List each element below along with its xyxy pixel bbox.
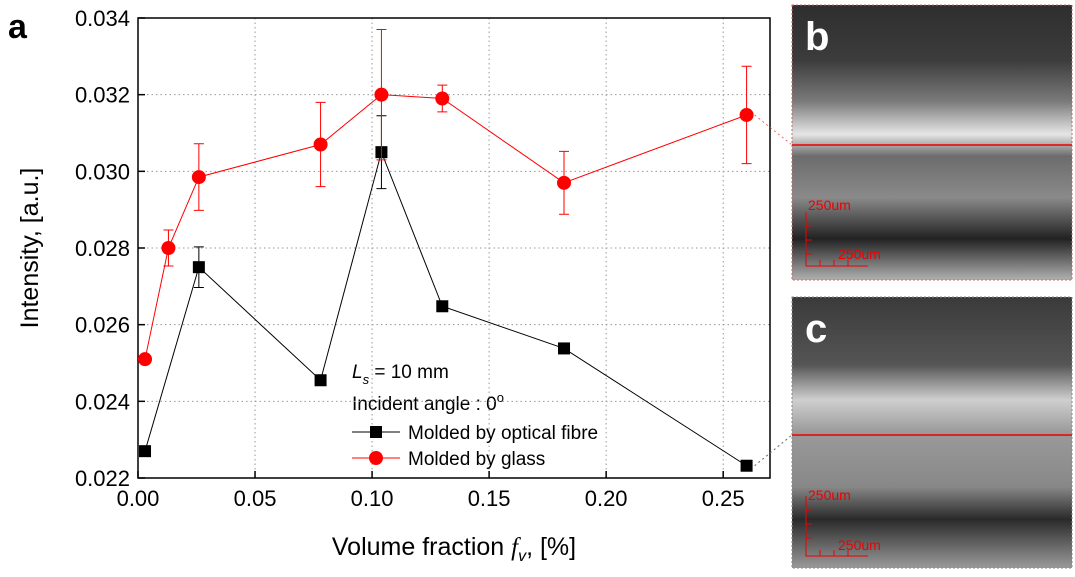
point (313, 137, 328, 152)
annotation-superscript: o (497, 390, 504, 405)
panel-label: b (805, 15, 829, 59)
point (139, 445, 152, 458)
x-axis-label: Volume fraction fv, [%] (332, 533, 576, 565)
series (139, 115, 753, 472)
micrograph-b: b 250um 250um (791, 4, 1073, 281)
legend-entry: Molded by optical fibre (352, 423, 598, 444)
y-tick-label: 0.026 (75, 313, 130, 338)
panel-label: a (8, 8, 28, 46)
y-tick-label: 0.034 (75, 6, 130, 31)
annotation: Ls = 10 mm (352, 362, 449, 387)
y-tick-label: 0.022 (75, 466, 130, 491)
image (791, 4, 1073, 281)
connector (754, 114, 793, 146)
point (436, 300, 449, 313)
y-tick-label: 0.028 (75, 236, 130, 261)
x-tick-label: 0.25 (702, 486, 745, 511)
point (558, 342, 571, 355)
annotation: Incident angle : 0o (352, 390, 504, 415)
legend-label: Molded by optical fibre (408, 423, 598, 444)
scale-bar (805, 212, 868, 267)
point (314, 374, 327, 387)
x-tick-label: 0.15 (468, 486, 511, 511)
scale-label: 250um (838, 246, 881, 262)
plot-frame (137, 17, 771, 479)
x-label-part: , [%] (526, 533, 576, 561)
series-line (144, 94, 747, 360)
x-tick-label: 0.00 (117, 486, 160, 511)
point (191, 170, 206, 185)
annotation-text: = 10 mm (369, 362, 449, 383)
scale-label: 250um (808, 487, 851, 503)
point (435, 91, 450, 106)
x-tick-label: 0.10 (351, 486, 394, 511)
point (740, 459, 753, 472)
connector (754, 434, 793, 467)
legend-marker (370, 426, 382, 438)
annotation-symbol: L (352, 362, 363, 383)
legend-label: Molded by glass (408, 449, 545, 470)
x-tick-label: 0.05 (234, 486, 277, 511)
y-tick-label: 0.032 (75, 83, 130, 108)
point (138, 352, 153, 367)
x-label-subscript: v (518, 548, 527, 565)
x-tick-label: 0.20 (585, 486, 628, 511)
annotation-subscript: s (363, 372, 370, 387)
y-tick-label: 0.024 (75, 389, 130, 414)
point (374, 87, 389, 102)
scale-label: 250um (838, 537, 881, 553)
series (138, 29, 754, 367)
legend-entry: Molded by glass (352, 449, 545, 470)
y-axis-label: Intensity, [a.u.] (16, 168, 44, 329)
y-tick-label: 0.030 (75, 159, 130, 184)
point (739, 107, 754, 122)
panel-label: c (805, 307, 827, 351)
x-label-part: Volume fraction (332, 533, 511, 561)
point (161, 241, 176, 255)
micrograph-c: c 250um 250um (791, 296, 1073, 569)
scale-bar (805, 496, 868, 557)
point (557, 175, 572, 190)
annotation-text: Incident angle : 0 (352, 394, 497, 415)
x-label-symbol: f (511, 534, 521, 561)
legend-marker (369, 451, 383, 465)
image (791, 296, 1073, 569)
point (192, 261, 205, 274)
scale-label: 250um (808, 197, 851, 213)
